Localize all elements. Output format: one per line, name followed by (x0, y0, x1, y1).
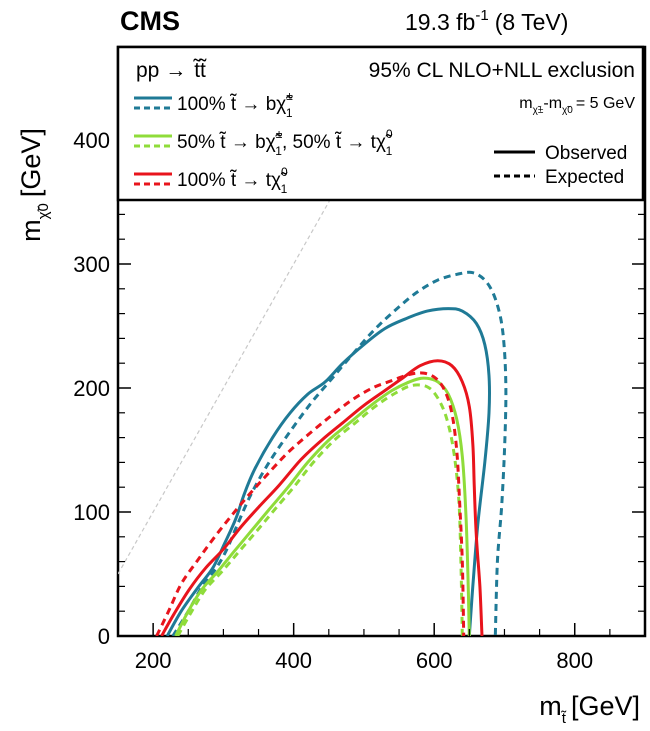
curve-red-obs (160, 359, 484, 636)
x-tick-label: 400 (275, 648, 312, 673)
y-tick-label: 300 (73, 252, 110, 277)
svg-text:mχ̃0[GeV]: mχ̃0[GeV] (16, 128, 52, 242)
luminosity-label: 19.3 fb-1 (8 TeV) (405, 7, 568, 35)
y-tick-label: 0 (98, 624, 110, 649)
x-tick-label: 200 (135, 648, 172, 673)
legend-expected-label: Expected (545, 167, 624, 188)
y-tick-label: 400 (73, 128, 110, 153)
limit-curves (155, 270, 508, 636)
x-tick-label: 800 (556, 648, 593, 673)
legend-entry-3: 100% t̃ → tχ̃0 1 (177, 165, 288, 196)
x-axis-title: mt̃ [GeV] (539, 691, 640, 727)
curve-green-obs (174, 376, 471, 636)
axis-ticks: 200 400 600 800 0 100 200 300 400 (73, 47, 646, 673)
legend-mass-splitting: mχ̃±-mχ̃0 = 5 GeV (519, 95, 635, 116)
legend-observed-label: Observed (545, 143, 627, 164)
legend-entry-1: 100% t̃ → bχ̃± 1 (177, 89, 293, 120)
legend-entry-2: 50% t̃ → bχ̃± 1, 50% t̃ → tχ̃0 1 (177, 127, 393, 158)
y-tick-label: 200 (73, 376, 110, 401)
curve-red-exp (155, 371, 466, 636)
legend-process: pp → t̃t̃ (136, 59, 207, 82)
y-tick-label: 100 (73, 500, 110, 525)
curve-green-exp (176, 383, 464, 636)
legend-exclusion: 95% CL NLO+NLL exclusion (369, 59, 635, 82)
x-tick-label: 600 (416, 648, 453, 673)
legend-box (116, 45, 645, 202)
y-axis-title: mχ̃0[GeV] (16, 128, 52, 242)
legend: pp → t̃t̃ 95% CL NLO+NLL exclusion mχ̃±-m… (116, 45, 645, 202)
experiment-label: CMS (120, 6, 180, 36)
curve-blue-obs (165, 307, 492, 636)
